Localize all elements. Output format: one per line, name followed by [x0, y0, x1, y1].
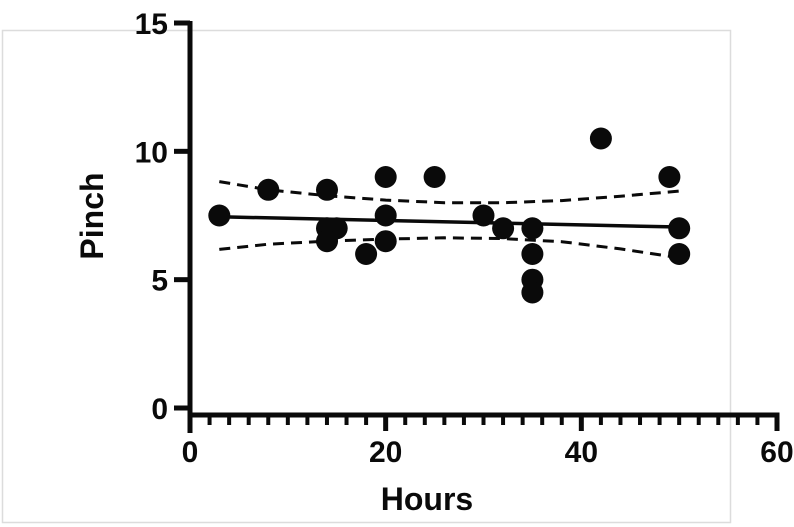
data-point — [374, 204, 397, 227]
y-tick-label: 15 — [135, 8, 168, 41]
x-tick-label: 40 — [565, 436, 598, 469]
y-tick-label: 5 — [151, 265, 168, 298]
data-point — [658, 166, 681, 188]
data-point — [668, 243, 691, 265]
data-point — [521, 217, 544, 240]
data-point — [492, 217, 515, 240]
x-axis-label: Hours — [381, 481, 473, 517]
fit-line — [219, 215, 680, 229]
data-point — [208, 204, 231, 227]
tick-labels: 0 5 10 15 0 20 40 60 — [135, 8, 794, 469]
x-tick-label: 60 — [760, 436, 793, 469]
confidence-band — [219, 180, 680, 260]
data-points — [208, 127, 691, 304]
figure-border — [1, 29, 732, 524]
ci-upper-line — [219, 180, 680, 205]
y-tick-label: 10 — [135, 136, 168, 169]
axes — [174, 20, 780, 433]
regression-line — [219, 215, 680, 229]
x-tick-label: 0 — [182, 436, 199, 469]
data-point — [257, 178, 280, 201]
y-axis-label: Pinch — [74, 172, 110, 259]
data-point — [668, 217, 691, 240]
y-tick-label: 0 — [151, 393, 168, 426]
data-point — [472, 204, 495, 227]
data-point — [521, 281, 544, 304]
data-point — [423, 166, 446, 188]
data-point — [374, 230, 397, 253]
x-tick-label: 20 — [369, 436, 402, 469]
data-point — [316, 230, 338, 253]
ci-lower-line — [219, 236, 680, 260]
data-point — [355, 243, 378, 265]
data-point — [374, 166, 397, 188]
data-point — [316, 178, 338, 201]
data-point — [521, 243, 544, 265]
data-point — [589, 127, 612, 150]
